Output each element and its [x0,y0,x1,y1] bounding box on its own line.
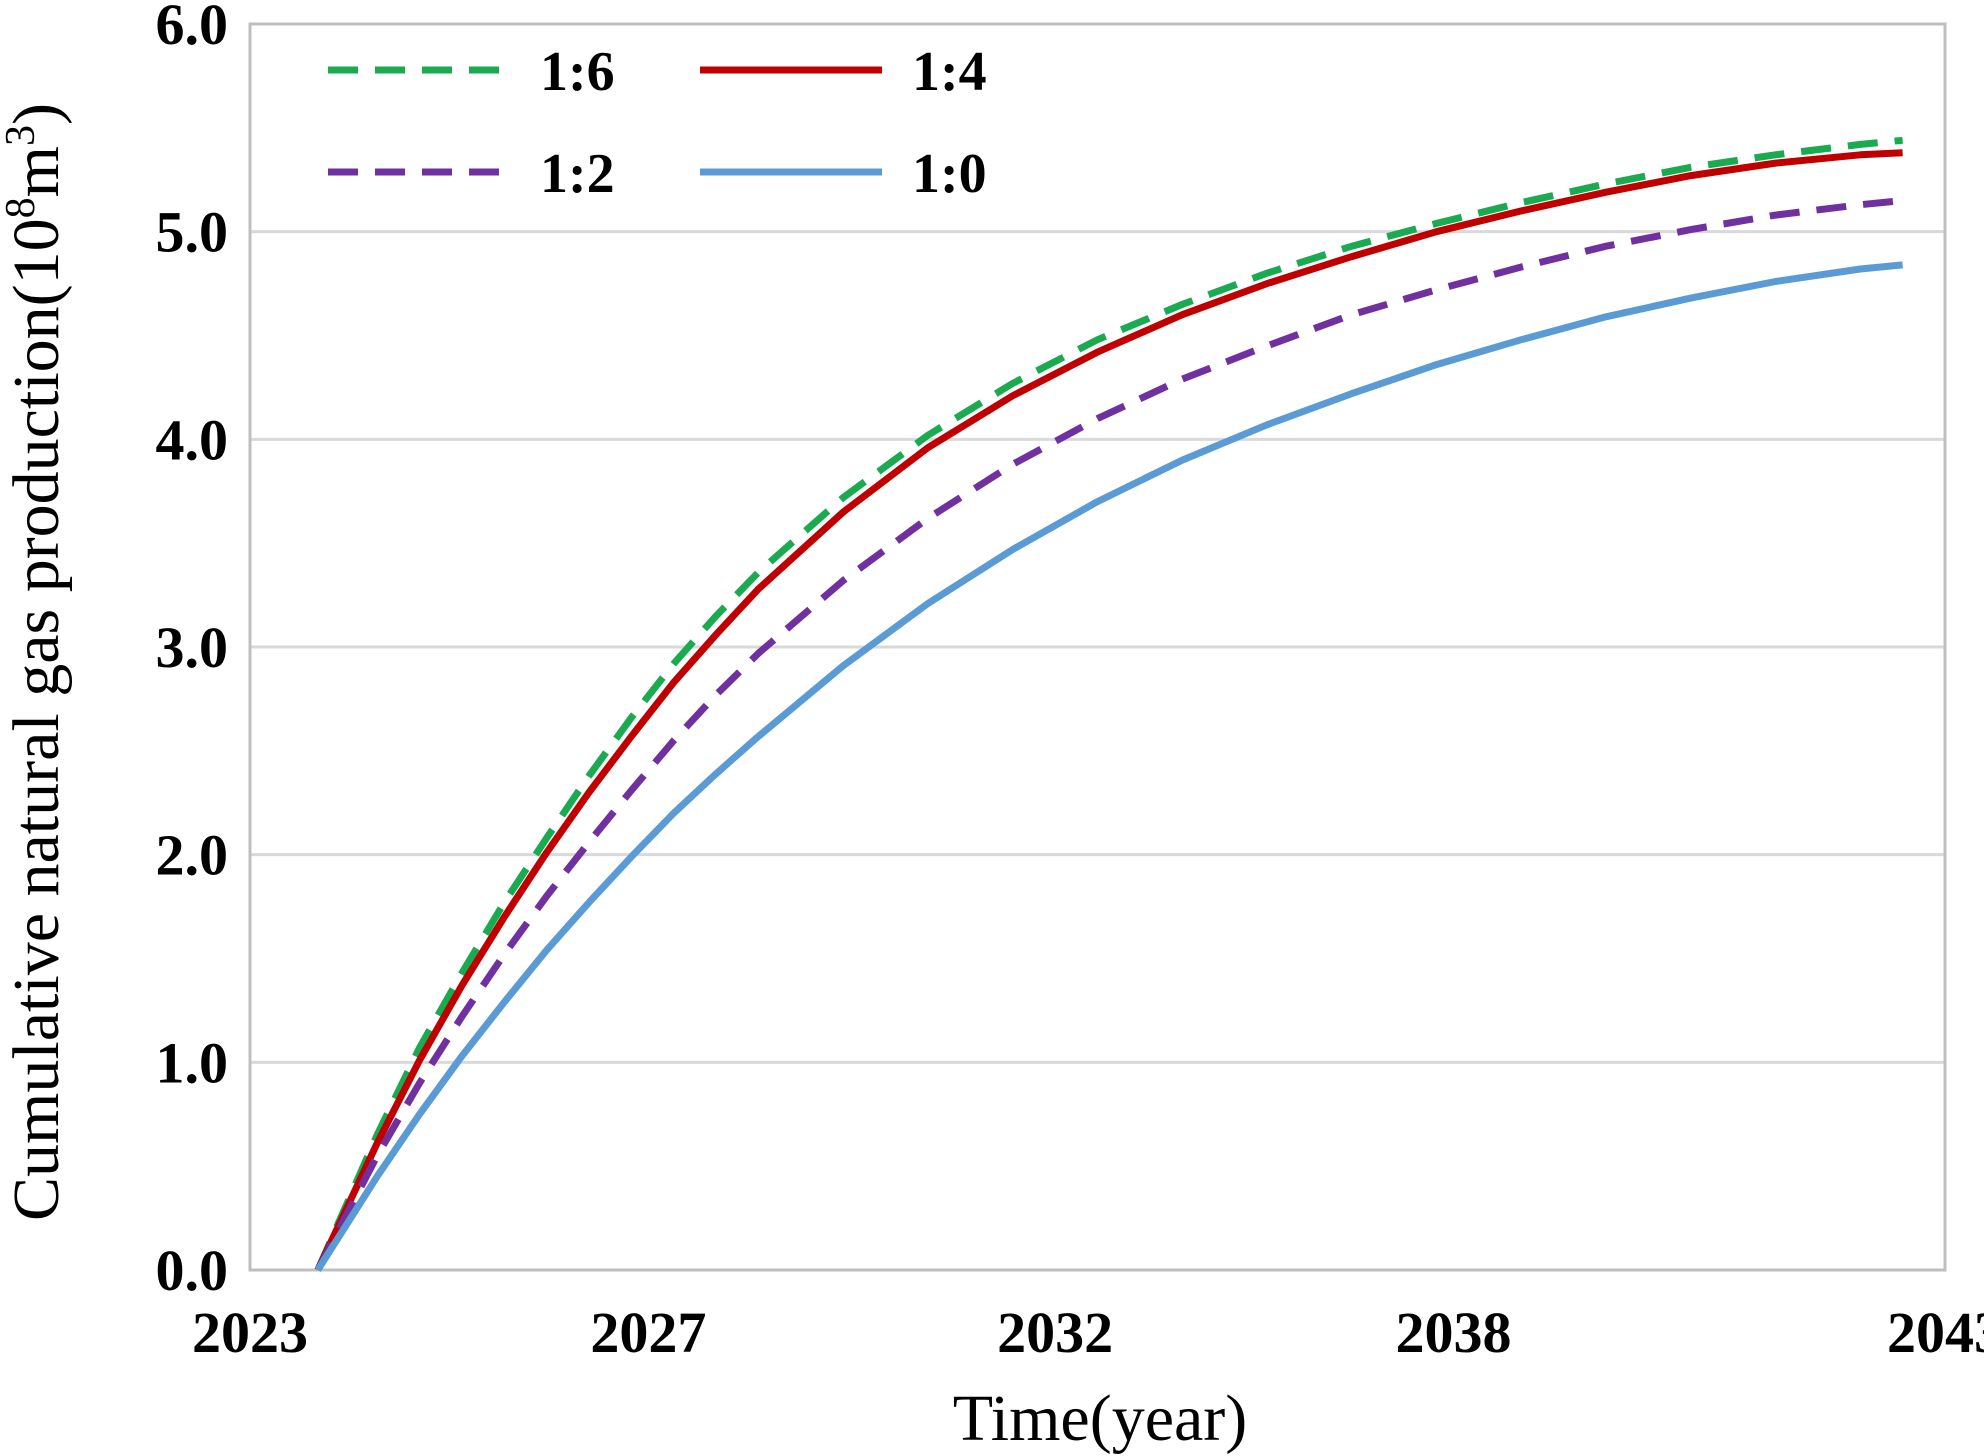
x-axis-tick-labels: 2023 2027 2032 2038 2043 [192,1300,1984,1365]
legend-label-1-2: 1:2 [540,143,615,205]
series-line-1-0 [314,261,1903,1272]
series-lines [314,136,1903,1272]
y-tick-label: 5.0 [156,200,229,265]
gridlines [250,230,1945,1064]
x-axis-title: Time(year) [953,1382,1248,1455]
x-tick-label: 2043 [1887,1300,1984,1365]
y-tick-label: 1.0 [156,1030,229,1095]
y-axis-title-sup1: 8 [0,197,44,218]
y-axis-title: Cumulative natural gas production(108m3) [0,103,73,1221]
series-line-1-2 [314,197,1903,1272]
y-tick-label: 0.0 [156,1238,229,1303]
y-axis-tick-labels: 0.0 1.0 2.0 3.0 4.0 5.0 6.0 [156,0,229,1303]
plot-area-frame [248,22,1947,1272]
legend: 1:6 1:4 1:2 1:0 [328,41,987,205]
series-line-1-4 [314,149,1903,1272]
y-axis-title-end: ) [0,103,73,125]
y-tick-label: 2.0 [156,823,229,888]
series-line-1-6 [314,136,1903,1272]
x-tick-label: 2027 [590,1300,706,1365]
legend-label-1-6: 1:6 [540,41,615,103]
y-axis-title-sup2: 3 [0,125,44,146]
y-axis-title-main: Cumulative natural gas production(10 [0,218,73,1221]
y-tick-label: 3.0 [156,615,229,680]
y-tick-label: 6.0 [156,0,229,57]
y-tick-label: 4.0 [156,407,229,472]
x-tick-label: 2032 [997,1300,1113,1365]
x-tick-label: 2038 [1395,1300,1511,1365]
legend-label-1-0: 1:0 [912,143,987,205]
y-axis-title-mid: m [0,146,73,197]
legend-label-1-4: 1:4 [912,41,987,103]
x-tick-label: 2023 [192,1300,308,1365]
